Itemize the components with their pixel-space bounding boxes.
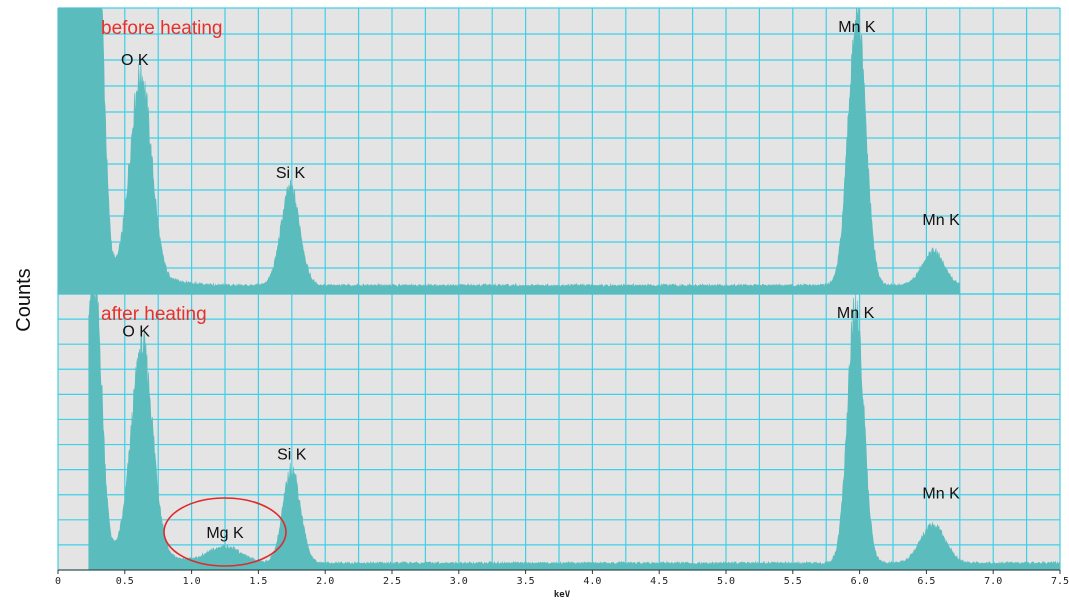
x-tick-label: 7.0 [984,576,1002,587]
peak-label-mn-k: Mn K [838,19,876,36]
x-axis: 0 0.5 1.0 1.5 2.0 2.5 3.0 3.5 4.0 4.5 5.0 5.5 6.0 6.5… [55,569,1069,587]
x-axis-label: keV [554,590,571,600]
x-tick-label: 1.5 [249,576,267,587]
x-tick-label: 7.5 [1051,576,1069,587]
peak-label-si-k: Si K [277,446,307,463]
spectrum-area-before-heating [57,7,961,295]
x-tick-label: 5.0 [717,576,735,587]
x-tick-label: 2.5 [383,576,401,587]
peak-label-o-k: O K [121,52,149,69]
x-tick-label: 3.5 [517,576,535,587]
x-tick-label: 4.0 [583,576,601,587]
peak-label-mg-k: Mg K [206,525,244,542]
x-tick-label: 1.0 [183,576,201,587]
peak-label-mn-k: Mn K [922,212,960,229]
peak-label-mn-k: Mn K [837,305,875,322]
peak-label-si-k: Si K [276,165,306,182]
condition-label-after-heating: after heating [101,304,207,325]
y-axis-label: Counts [13,268,35,331]
spectra [57,7,1061,571]
x-tick-label: 5.5 [784,576,802,587]
x-tick-label: 2.0 [316,576,334,587]
x-tick-label: 0 [55,576,61,587]
peak-label-mn-k: Mn K [922,486,960,503]
x-tick-label: 3.0 [450,576,468,587]
peak-label-o-k: O K [122,323,150,340]
condition-labels: before heating after heating [101,18,223,325]
x-tick-label: 0.5 [116,576,134,587]
x-tick-label: 6.5 [917,576,935,587]
peak-labels: O K Si K Mn K Mn K O K Mg K Si K Mn K Mn K [121,19,960,567]
condition-label-before-heating: before heating [101,18,223,39]
x-tick-label: 4.5 [650,576,668,587]
x-tick-label: 6.0 [851,576,869,587]
mg-k-highlight-ellipse [163,497,287,567]
spectrum-area-after-heating [88,293,1061,571]
